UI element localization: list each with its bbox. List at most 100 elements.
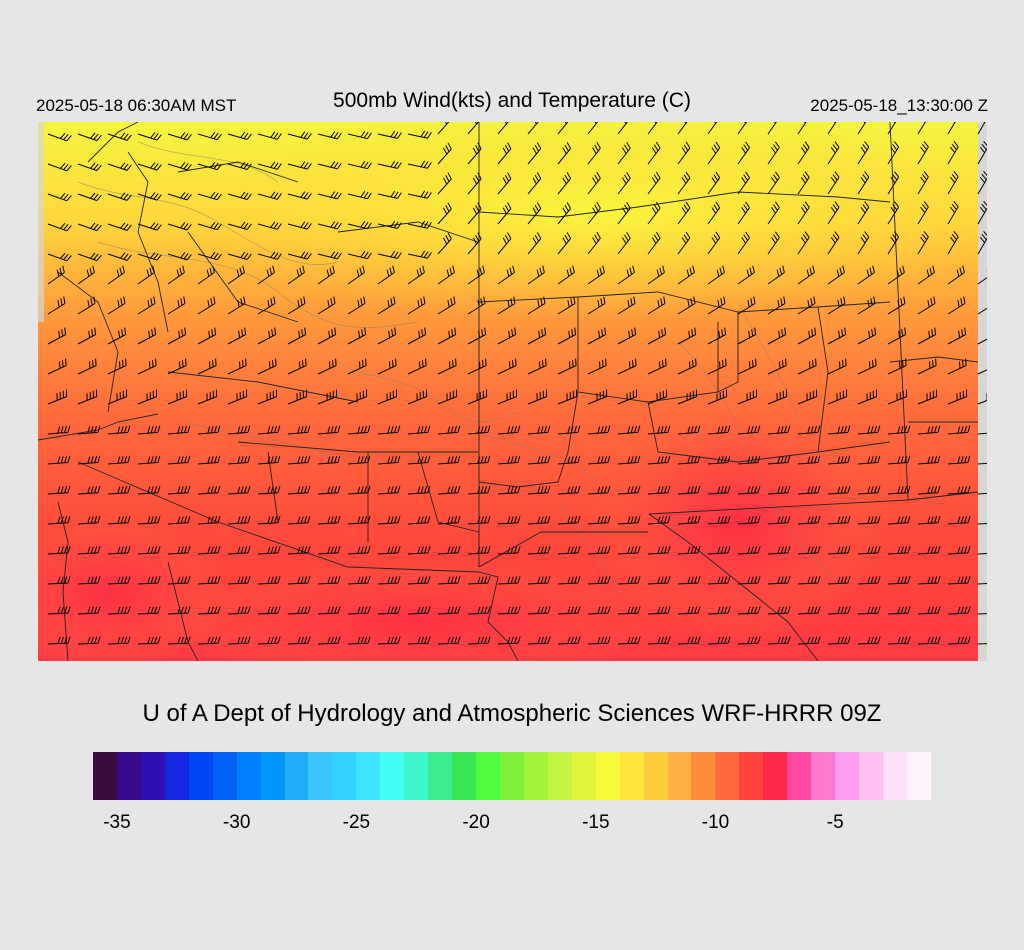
- colorbar-swatch: [739, 752, 764, 800]
- wind-barb: [347, 358, 367, 375]
- wind-barb: [827, 122, 837, 135]
- wind-barb: [137, 132, 162, 141]
- wind-barb: [377, 485, 401, 495]
- wind-barb: [857, 171, 870, 195]
- wind-barb: [257, 296, 276, 315]
- wind-barb: [317, 191, 342, 200]
- wind-barb: [557, 265, 575, 285]
- wind-barb: [167, 636, 191, 645]
- wind-barb: [287, 296, 306, 315]
- wind-barb: [647, 231, 661, 255]
- wind-barb: [47, 636, 71, 645]
- wind-barb: [137, 576, 161, 585]
- map-title: 500mb Wind(kts) and Temperature (C): [333, 89, 691, 112]
- wind-barb: [107, 546, 131, 555]
- colorbar-swatch: [571, 752, 596, 800]
- wind-barb: [437, 389, 458, 405]
- wind-barb: [467, 389, 488, 405]
- wind-barb: [857, 576, 881, 585]
- wind-barb: [47, 327, 67, 345]
- wind-barb: [737, 389, 758, 405]
- wind-barb: [287, 161, 312, 170]
- wind-barb: [317, 221, 342, 230]
- wind-barb: [107, 192, 132, 201]
- wind-barb: [947, 296, 966, 315]
- wind-barb: [257, 485, 281, 495]
- wind-barb: [377, 636, 401, 645]
- colorbar-swatch: [380, 752, 405, 800]
- wind-barb: [347, 546, 371, 555]
- wind-barb: [467, 636, 491, 645]
- wind-barb: [797, 636, 821, 645]
- wind-barb: [647, 171, 661, 195]
- wind-barb: [197, 251, 222, 261]
- wind-barb: [797, 455, 821, 465]
- wind-barb: [557, 202, 572, 225]
- wind-barb: [647, 636, 671, 645]
- colorbar-swatch: [452, 752, 476, 800]
- wind-barb: [707, 606, 731, 615]
- colorbar-swatch: [284, 752, 309, 800]
- wind-barb: [767, 389, 788, 405]
- wind-barb: [167, 515, 191, 525]
- wind-barb: [437, 546, 461, 555]
- wind-barb: [77, 358, 97, 375]
- wind-barb: [257, 389, 278, 405]
- wind-barb: [347, 636, 371, 645]
- wind-barb: [887, 515, 911, 525]
- wind-barb: [647, 515, 671, 525]
- wind-barb: [677, 327, 697, 345]
- wind-barb: [677, 122, 688, 135]
- wind-barb: [347, 221, 372, 230]
- wind-barb: [467, 142, 482, 165]
- wind-barb: [227, 636, 251, 645]
- wind-barb: [77, 455, 101, 465]
- wind-barb: [347, 515, 371, 525]
- wind-barb: [77, 192, 102, 202]
- wind-barb: [707, 141, 721, 165]
- wind-barb: [47, 162, 72, 172]
- wind-barb: [137, 222, 162, 231]
- wind-barb: [317, 576, 341, 585]
- wind-barb: [677, 546, 701, 555]
- wind-barb: [947, 265, 965, 285]
- wind-barb: [287, 358, 307, 375]
- colorbar-swatch: [164, 752, 189, 800]
- wind-barb: [797, 485, 821, 495]
- wind-barb: [137, 546, 161, 555]
- wind-barb: [257, 131, 282, 140]
- wind-barb: [737, 606, 761, 615]
- wind-barb: [257, 221, 282, 230]
- wind-barb: [497, 327, 517, 345]
- wind-barb: [437, 265, 455, 285]
- wind-barb: [317, 265, 335, 285]
- wind-barb: [77, 546, 101, 555]
- wind-barb: [527, 122, 539, 135]
- wind-barb: [737, 485, 761, 495]
- wind-barb: [617, 606, 641, 615]
- wind-barb: [677, 171, 691, 195]
- wind-barb: [737, 327, 757, 345]
- wind-barb: [197, 296, 216, 315]
- wind-barb: [827, 265, 845, 285]
- wind-barb: [887, 231, 900, 255]
- wind-barb: [107, 389, 128, 405]
- wind-barb: [767, 636, 791, 645]
- wind-barb: [47, 485, 71, 495]
- wind-barb: [767, 515, 791, 525]
- wind-barb: [437, 327, 457, 345]
- wind-barb: [437, 296, 456, 315]
- wind-barb: [857, 358, 877, 375]
- wind-barb: [317, 131, 342, 140]
- wind-barb: [137, 265, 155, 285]
- wind-barb: [797, 231, 810, 255]
- wind-barb: [587, 485, 611, 495]
- wind-barb: [377, 606, 401, 615]
- colorbar-tick-label: -25: [342, 812, 371, 833]
- wind-barb: [467, 172, 482, 195]
- wind-barb: [77, 425, 101, 435]
- wind-barb: [467, 425, 491, 435]
- wind-barb: [827, 485, 851, 495]
- wind-barb: [497, 358, 517, 375]
- wind-barb: [557, 485, 581, 495]
